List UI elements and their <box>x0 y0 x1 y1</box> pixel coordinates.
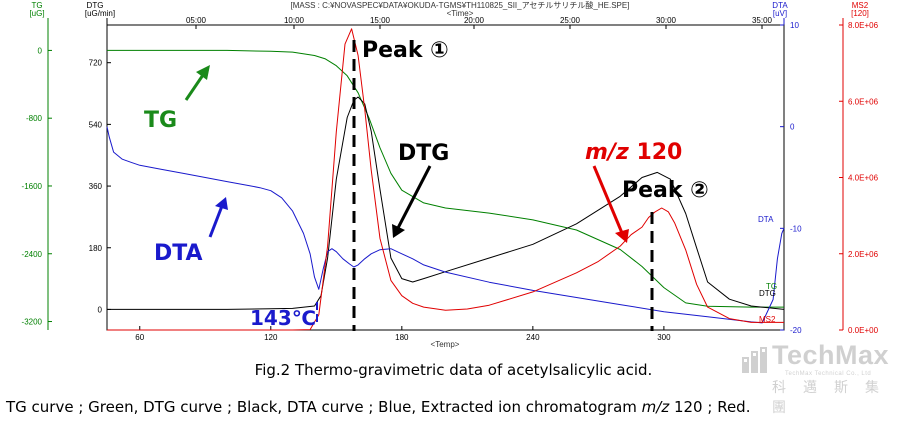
temp-tick-label: 60 <box>135 333 144 342</box>
legend-caption-mz: m/z <box>641 398 670 416</box>
ms2-tick-label: 4.0E+06 <box>848 174 879 183</box>
tg-axis-title: TG <box>31 1 42 10</box>
tg-axis-unit: [uG] <box>29 9 44 18</box>
tg-tick-label: -3200 <box>22 318 43 327</box>
dta-tick-label: -10 <box>790 224 802 233</box>
temp-axis-label: <Temp> <box>431 340 460 349</box>
end-label-dta: DTA <box>758 215 774 224</box>
end-label-ms2: MS2 <box>759 315 776 324</box>
peak1-label: Peak ① <box>362 38 449 63</box>
watermark-brand: TechMax <box>772 340 890 370</box>
ms2-tick-label: 8.0E+06 <box>848 21 879 30</box>
techmax-watermark: TechMax TechMax Technical Co., Ltd 科邁斯集團 <box>742 340 904 416</box>
ms2-tick-label: 2.0E+06 <box>848 250 879 259</box>
mz-label-italic: m/z <box>585 140 629 165</box>
dtg-axis-title: DTG <box>87 1 104 10</box>
ms2-axis-unit: [120] <box>851 9 869 18</box>
dtg-tick-label: 360 <box>89 182 103 191</box>
time-tick-label: 30:00 <box>656 16 677 25</box>
time-tick-label: 15:00 <box>370 16 391 25</box>
dtg-label: DTG <box>398 141 449 166</box>
mz-label-space <box>629 140 637 165</box>
techmax-logo-icon <box>742 347 767 373</box>
dtg-tick-label: 0 <box>98 305 103 314</box>
dtg-tick-label: 180 <box>89 244 103 253</box>
watermark-sub: TechMax Technical Co., Ltd <box>785 371 872 377</box>
plot-frame <box>106 24 785 331</box>
temp-tick-label: 180 <box>395 333 409 342</box>
dta-axis-unit: [uV] <box>773 9 787 18</box>
ms2-tick-label: 0.0E+00 <box>848 326 879 335</box>
dta-axis-title: DTA <box>772 1 788 10</box>
time-tick-label: 20:00 <box>464 16 485 25</box>
temp-tick-label: 240 <box>526 333 540 342</box>
dta-tick-label: 0 <box>790 123 795 132</box>
time-tick-label: 05:00 <box>186 16 207 25</box>
watermark-chinese: 科邁斯集團 <box>772 380 896 416</box>
series-line-ms2 <box>107 28 784 331</box>
tg-tick-label: 0 <box>38 46 43 55</box>
peak2-label: Peak ② <box>622 178 709 203</box>
thermogravimetric-chart: [MASS : C:¥NOVASPEC¥DATA¥OKUDA-TGMS¥TH11… <box>22 0 879 349</box>
legend-caption-part1: TG curve ; Green, DTG curve ; Black, DTA… <box>6 398 642 416</box>
end-label-tg: TG <box>766 282 777 291</box>
ms2-tick-label: 6.0E+06 <box>848 97 879 106</box>
dtg-arrow <box>392 165 432 238</box>
mz-arrow <box>592 165 629 243</box>
series-line-dtg <box>107 96 785 310</box>
annotation-layer: Peak ① Peak ② TG DTG DTA m/z 120 143℃ TG… <box>144 38 777 331</box>
dta-arrow <box>208 197 228 238</box>
figure-caption: Fig.2 Thermo-gravimetric data of acetyls… <box>254 361 653 379</box>
temp143-label: 143℃ <box>250 306 316 330</box>
dta-tick-label: -20 <box>790 326 802 335</box>
temp-tick-label: 300 <box>657 333 671 342</box>
tick-layer: 0 -800 -1600 -2400 -3200 720 540 360 180 0 10 0 -10 -… <box>22 16 879 342</box>
tg-tick-label: -800 <box>26 114 43 123</box>
tg-tick-label: -1600 <box>22 182 43 191</box>
header-title: [MASS : C:¥NOVASPEC¥DATA¥OKUDA-TGMS¥TH11… <box>291 0 630 10</box>
header-time-label: <Time> <box>447 9 474 18</box>
end-label-dtg: DTG <box>759 289 776 298</box>
mz-label: m/z 120 <box>585 140 682 165</box>
tg-arrow <box>184 65 210 101</box>
legend-caption: TG curve ; Green, DTG curve ; Black, DTA… <box>6 398 906 416</box>
tg-label: TG <box>144 108 177 133</box>
dtg-tick-label: 720 <box>89 59 103 68</box>
tg-tick-label: -2400 <box>22 250 43 259</box>
dta-label: DTA <box>154 241 203 266</box>
temp-tick-label: 120 <box>264 333 278 342</box>
dta-tick-label: 10 <box>790 21 799 30</box>
time-tick-label: 10:00 <box>284 16 305 25</box>
legend-caption-part2: 120 ; Red. <box>669 398 751 416</box>
dtg-tick-label: 540 <box>89 120 103 129</box>
dtg-axis-unit: [uG/min] <box>85 9 115 18</box>
series-line-tg <box>107 49 784 308</box>
time-tick-label: 35:00 <box>752 16 773 25</box>
series-layer <box>106 28 785 331</box>
series-line-dta <box>106 126 785 324</box>
ms2-axis-title: MS2 <box>852 1 869 10</box>
mz-label-value: 120 <box>636 140 682 165</box>
time-tick-label: 25:00 <box>560 16 581 25</box>
